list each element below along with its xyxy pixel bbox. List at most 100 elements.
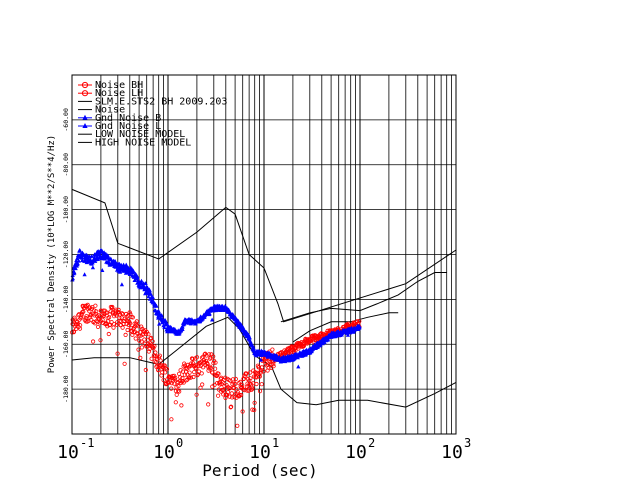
data-point-noise-bh [201,365,206,370]
data-point-noise-bh [221,387,226,392]
x-tick-exponent: 1 [272,436,279,450]
legend-label: Gnd Noise L [95,121,161,132]
legend-item: Noise [78,105,125,116]
legend-label: Noise [95,105,125,116]
data-point-noise-bh [249,387,254,392]
data-point-noise-bh [206,368,211,373]
y-tick-label: -140.00 [62,286,70,313]
legend-circle-marker [81,81,89,89]
data-point-noise-bh [134,319,139,324]
data-point-noise-bh [225,390,231,395]
data-point-noise-bh [190,356,195,362]
data-point-noise-bh [106,331,111,337]
data-point-noise-bh [157,353,162,358]
data-point-noise-bh [169,386,174,391]
data-point-noise-bh [198,385,203,390]
data-point-gnd-noise-b [146,294,151,299]
y-tick-labels: -60.00 -80.00 -100.00 -120.00 -140.00 -160.00… [62,108,70,403]
x-tick-exponent: -1 [80,436,94,450]
data-point-noise-bh [191,374,196,380]
data-point-noise-bh [220,387,225,392]
data-point-noise-bh [259,365,264,370]
data-point-noise-bh [270,347,275,352]
data-point-noise-bh [296,346,301,351]
data-point-noise-bh [261,369,266,374]
data-point-noise-bh [150,339,155,344]
grid [71,75,456,434]
data-point-noise-bh [84,314,89,319]
data-point-noise-bh [154,360,159,365]
data-point-noise-bh [259,382,264,387]
data-point-noise-bh [232,385,237,391]
legend-item: Noise BH [78,80,143,91]
data-point-gnd-noise-b [75,261,80,266]
data-point-gnd-noise-b [135,274,140,279]
data-point-noise-bh [152,344,157,349]
data-point-noise-bh [136,347,141,352]
data-point-noise-bh [266,365,271,370]
data-point-gnd-noise-b [145,285,150,290]
data-point-gnd-noise-b [128,265,133,270]
legend-triangle-marker [82,123,88,128]
data-point-noise-bh [268,359,273,365]
data-point-gnd-noise-b [80,258,85,263]
data-point-gnd-noise-b [210,317,215,322]
data-point-gnd-noise-b [157,321,162,326]
data-point-noise-bh [112,321,117,327]
series-line [292,312,399,343]
data-point-gnd-noise-b [150,295,155,300]
x-tick-exponent: 0 [176,436,183,450]
data-point-noise-bh [179,403,184,408]
data-point-gnd-noise-b [207,311,212,316]
data-point-noise-bh [173,400,178,405]
legend-item: Gnd Noise B [78,113,161,124]
data-point-noise-bh [252,400,257,405]
legend-item: Gnd Noise L [78,121,161,132]
data-point-noise-bh [111,325,116,330]
x-tick-label: 10 [441,442,463,463]
data-point-noise-bh [148,336,153,341]
data-point-noise-bh [162,363,167,368]
data-point-noise-bh [78,323,83,328]
data-point-noise-bh [196,372,201,377]
y-tick-label: -60.00 [62,108,70,132]
data-point-noise-bh [222,383,227,389]
data-point-gnd-noise-b [322,340,327,344]
data-point-gnd-noise-b [147,288,152,293]
data-point-noise-bh [182,361,187,366]
data-point-noise-bh [139,345,144,350]
data-point-noise-bh [254,381,259,387]
data-point-noise-bh [120,325,125,330]
data-point-noise-bh [143,367,148,373]
data-point-noise-bh [72,315,77,320]
data-point-noise-bh [98,308,103,313]
data-point-noise-bh [271,364,276,369]
data-point-gnd-noise-b [258,357,263,362]
legend-item: LOW NOISE MODEL [78,129,185,140]
data-point-gnd-noise-b [159,313,164,317]
data-point-noise-bh [177,371,182,376]
data-point-gnd-noise-b [100,268,105,272]
data-point-noise-bh [213,366,218,371]
data-point-noise-bh [163,370,168,375]
data-point-noise-bh [210,370,215,375]
data-point-gnd-noise-b [296,364,301,369]
data-point-noise-bh [146,332,151,337]
data-point-noise-bh [216,393,221,398]
data-point-noise-bh [169,417,174,422]
data-point-gnd-noise-b [78,248,83,253]
data-point-gnd-noise-b [73,266,78,271]
data-point-gnd-noise-b [99,248,104,253]
data-point-noise-bh [91,339,96,344]
data-point-noise-bh [213,360,218,365]
data-point-noise-bh [98,338,103,343]
data-point-noise-bh [257,374,262,379]
data-point-noise-bh [82,305,87,311]
data-point-noise-bh [301,343,307,348]
data-point-noise-bh [187,370,192,375]
data-point-noise-bh [240,409,245,414]
data-point-gnd-noise-b [180,324,185,329]
data-point-noise-bh [119,311,125,316]
data-point-noise-bh [229,391,234,396]
